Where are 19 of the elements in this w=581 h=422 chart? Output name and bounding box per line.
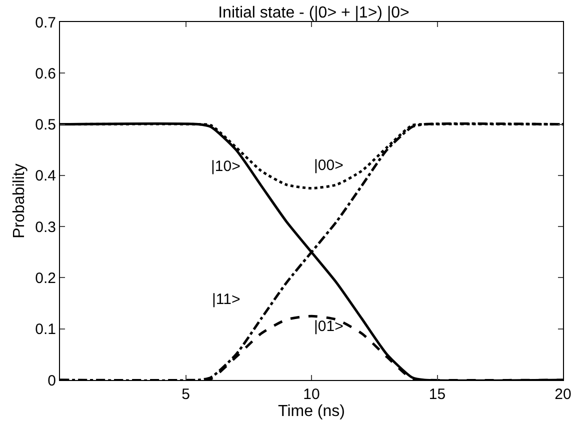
y-tick-label: 0.6 — [35, 65, 56, 82]
y-tick-label: 0.3 — [35, 218, 56, 236]
x-axis-title: Time (ns) — [278, 403, 345, 420]
y-tick-label: 0.5 — [35, 116, 56, 134]
series-label: |10> — [211, 158, 241, 175]
chart-title: Initial state - (|0> + |1>) |0> — [218, 4, 410, 22]
x-tick-label: 5 — [182, 386, 190, 403]
series-label: |11> — [212, 291, 240, 308]
x-tick-label: 10 — [303, 386, 320, 403]
y-tick-label: 0.2 — [35, 270, 56, 287]
y-axis-title: Probability — [11, 164, 28, 238]
x-tick-label: 20 — [554, 386, 572, 403]
series-label: |01> — [314, 318, 344, 335]
series-label: |00> — [314, 157, 344, 174]
y-tick-label: 0 — [48, 372, 56, 390]
y-tick-label: 0.7 — [35, 14, 56, 32]
x-tick-label: 15 — [428, 386, 446, 403]
y-tick-label: 0.4 — [35, 168, 56, 185]
y-tick-label: 0.1 — [35, 321, 56, 338]
